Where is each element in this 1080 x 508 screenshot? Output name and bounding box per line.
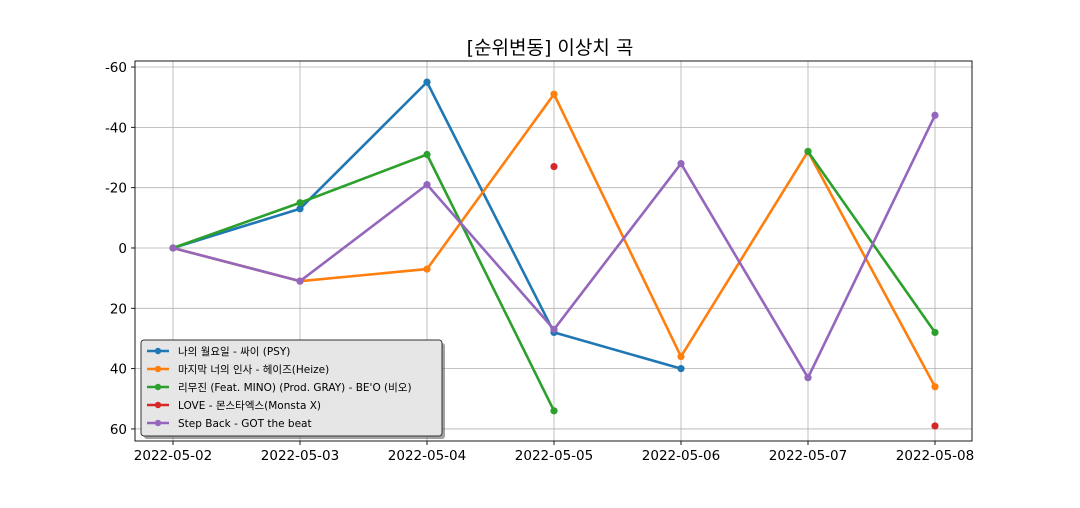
data-point-0: [296, 205, 304, 213]
legend-label: 나의 월요일 - 싸이 (PSY): [178, 345, 290, 358]
x-tick-label: 2022-05-02: [134, 448, 212, 464]
data-point-1: [550, 90, 558, 98]
data-point-4: [423, 181, 431, 189]
x-tick-label: 2022-05-05: [515, 448, 593, 464]
data-point-4: [169, 244, 177, 252]
x-tick-label: 2022-05-04: [388, 448, 466, 464]
y-tick-label: -60: [105, 60, 127, 76]
data-point-2: [804, 147, 812, 156]
legend-marker: [154, 383, 162, 391]
data-point-2: [550, 407, 558, 415]
x-tick-label: 2022-05-07: [769, 448, 847, 464]
legend-marker: [154, 347, 162, 355]
legend-box: [140, 339, 443, 437]
chart-title: [순위변동] 이상치 곡: [467, 37, 634, 59]
data-point-0: [423, 78, 431, 86]
y-tick-label: -40: [105, 120, 127, 136]
x-tick-label: 2022-05-06: [642, 448, 720, 464]
data-point-4: [804, 374, 812, 382]
data-point-2: [423, 150, 431, 159]
data-point-4: [931, 111, 939, 119]
legend-label: 리무진 (Feat. MINO) (Prod. GRAY) - BE'O (비오…: [178, 382, 412, 394]
plot-frame: [134, 60, 973, 442]
y-tick-label: -20: [105, 181, 127, 197]
legend-label: Step Back - GOT the beat: [178, 418, 312, 430]
data-point-1: [423, 265, 431, 273]
y-tick-label: 40: [110, 362, 127, 378]
data-point-0: [677, 365, 685, 373]
legend-label: LOVE - 몬스타엑스(Monsta X): [178, 400, 321, 412]
data-point-4: [550, 325, 558, 334]
data-point-2: [296, 199, 304, 207]
data-point-3: [550, 162, 558, 171]
data-point-2: [931, 328, 939, 337]
data-point-4: [296, 277, 304, 285]
x-tick-label: 2022-05-08: [896, 448, 974, 464]
data-point-4: [677, 159, 685, 168]
series-line-2: [171, 153, 556, 413]
y-tick-label: 20: [110, 301, 127, 317]
data-point-1: [931, 383, 939, 391]
series-line-2: [806, 150, 937, 334]
y-tick-label: 0: [118, 241, 127, 257]
legend-marker: [154, 401, 162, 409]
data-point-1: [677, 352, 685, 361]
y-tick-label: 60: [110, 422, 127, 438]
legend-label: 마지막 너의 인사 - 헤이즈(Heize): [178, 363, 329, 376]
x-tick-label: 2022-05-03: [261, 448, 339, 464]
legend-marker: [154, 365, 162, 373]
legend-marker: [154, 419, 162, 427]
data-point-3: [931, 422, 939, 430]
